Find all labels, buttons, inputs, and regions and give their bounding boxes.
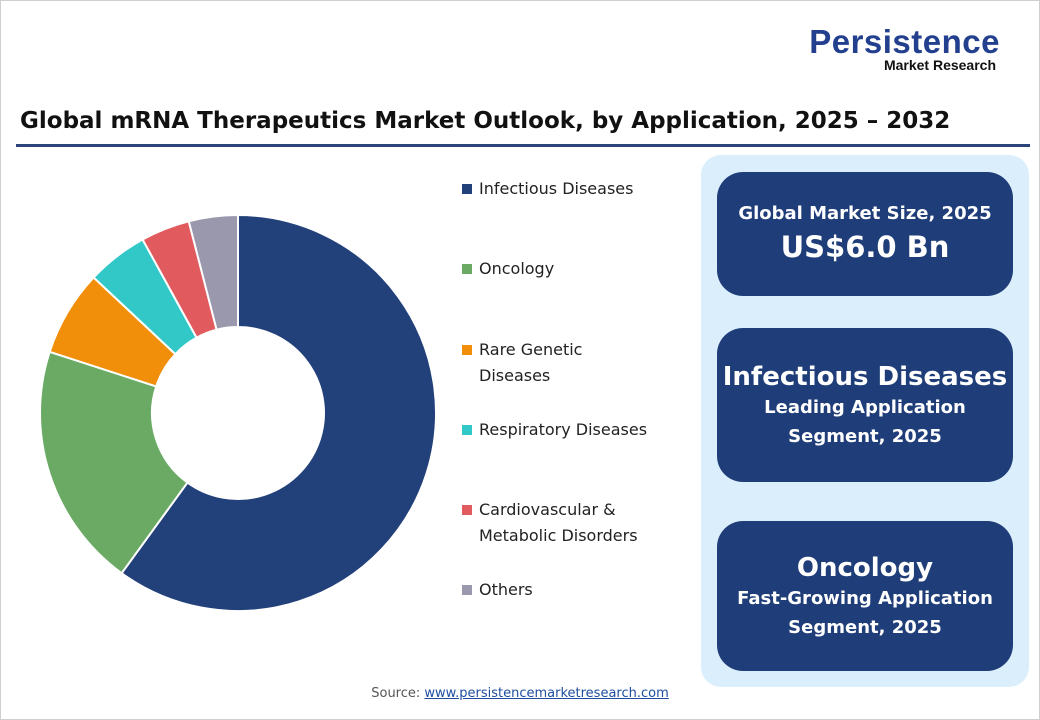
fast-growing-card: Oncology Fast-Growing Application Segmen…: [717, 521, 1013, 671]
donut-slice-infectious-diseases: [120, 213, 437, 612]
legend-swatch: [462, 345, 472, 355]
legend-item: Others: [462, 577, 682, 603]
legend-swatch: [462, 184, 472, 194]
legend-item: Oncology: [462, 256, 682, 282]
source-label: Source:: [371, 686, 421, 701]
donut-slice-others: [187, 213, 239, 331]
logo: Persistence Market Research: [790, 23, 1000, 73]
leading-segment-label-2: Segment, 2025: [788, 426, 942, 447]
legend-item: Cardiovascular & Metabolic Disorders: [462, 497, 682, 549]
chart-title: Global mRNA Therapeutics Market Outlook,…: [20, 108, 951, 134]
donut-slice-oncology: [39, 350, 189, 575]
market-size-card: Global Market Size, 2025 US$6.0 Bn: [717, 172, 1013, 296]
source-note: Source: www.persistencemarketresearch.co…: [0, 686, 1040, 701]
legend-swatch: [462, 505, 472, 515]
market-size-label: Global Market Size, 2025: [738, 203, 992, 224]
legend-label: Respiratory Diseases: [479, 420, 648, 439]
donut-chart: [39, 213, 437, 612]
legend-swatch: [462, 425, 472, 435]
legend-label: Infectious Diseases: [479, 179, 634, 198]
legend-item: Infectious Diseases: [462, 176, 682, 202]
legend-item: Respiratory Diseases: [462, 417, 682, 443]
fast-growing-label-2: Segment, 2025: [788, 617, 942, 638]
legend-label: Oncology: [479, 259, 555, 278]
legend-swatch: [462, 585, 472, 595]
fast-growing-label-1: Fast-Growing Application: [737, 588, 993, 609]
legend-swatch: [462, 264, 472, 274]
leading-segment-card: Infectious Diseases Leading Application …: [717, 328, 1013, 482]
legend-label: Rare Genetic Diseases: [479, 340, 583, 385]
title-divider: [16, 144, 1030, 147]
legend-label: Cardiovascular & Metabolic Disorders: [479, 500, 638, 545]
leading-segment-value: Infectious Diseases: [722, 362, 1008, 392]
fast-growing-value: Oncology: [796, 553, 934, 583]
logo-tagline: Market Research: [883, 57, 996, 73]
leading-segment-label-1: Leading Application: [764, 397, 966, 418]
logo-name: Persistence: [809, 23, 1000, 60]
market-size-value: US$6.0 Bn: [780, 230, 950, 264]
legend-label: Others: [479, 580, 533, 599]
legend-item: Rare Genetic Diseases: [462, 337, 682, 389]
source-link[interactable]: www.persistencemarketresearch.com: [424, 686, 669, 701]
